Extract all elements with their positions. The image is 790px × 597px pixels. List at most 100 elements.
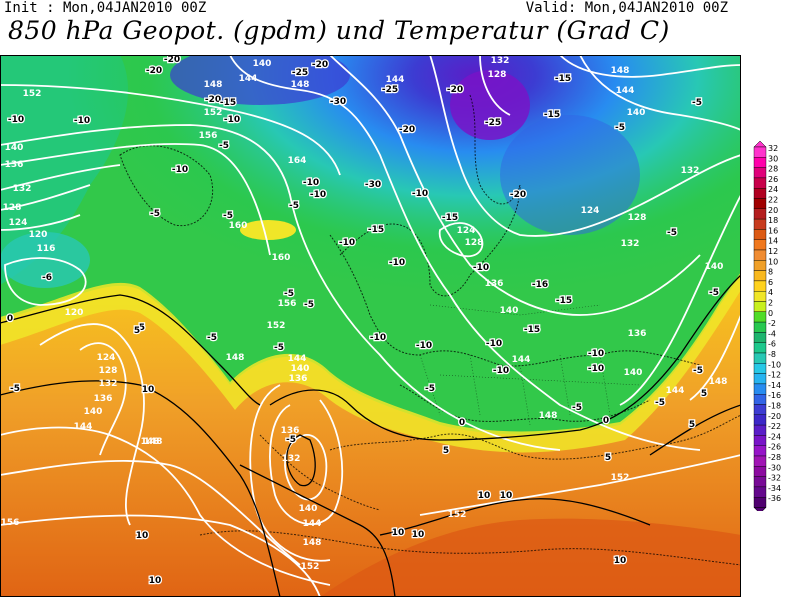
temperature-label: -10 [493, 366, 509, 376]
legend-swatch [753, 208, 767, 220]
temperature-label: -10 [588, 349, 604, 359]
legend-label: 14 [768, 237, 778, 246]
legend-swatch [753, 301, 767, 313]
geopotential-label: 148 [303, 538, 322, 548]
legend-swatch [753, 404, 767, 416]
geopotential-label: 128 [3, 203, 22, 213]
legend-swatch [753, 146, 767, 158]
temperature-label: 5 [134, 326, 140, 336]
legend-label: 0 [768, 309, 773, 318]
temperature-label: -5 [667, 228, 677, 238]
temperature-label: 5 [689, 420, 695, 430]
temperature-label: -20 [205, 95, 221, 105]
legend-label: -12 [768, 371, 781, 380]
geopotential-label: 144 [512, 355, 531, 365]
legend-label: -30 [768, 463, 781, 472]
init-time: Init : Mon,04JAN2010 00Z [4, 0, 207, 16]
geopotential-label: 136 [94, 394, 113, 404]
geopotential-label: 132 [621, 239, 640, 249]
temperature-label: 5 [701, 389, 707, 399]
temperature-label: 10 [142, 385, 155, 395]
temperature-label: 0 [603, 416, 609, 426]
legend-swatch [753, 393, 767, 405]
legend-label: -16 [768, 391, 781, 400]
temperature-label: -15 [555, 74, 571, 84]
temperature-label: -15 [442, 213, 458, 223]
geopotential-label: 124 [457, 226, 476, 236]
geopotential-label: 136 [485, 279, 504, 289]
temperature-label: -5 [572, 403, 582, 413]
legend-label: 4 [768, 288, 773, 297]
legend-swatch [753, 188, 767, 199]
temperature-label: -5 [207, 333, 217, 343]
legend-label: 26 [768, 175, 778, 184]
geopotential-label: 140 [5, 143, 24, 153]
geopotential-label: 128 [99, 366, 118, 376]
temperature-label: -5 [425, 384, 435, 394]
temperature-label: -15 [556, 296, 572, 306]
legend-swatch [753, 383, 767, 395]
legend-label: 32 [768, 144, 778, 153]
temperature-label: -10 [389, 258, 405, 268]
geopotential-label: 160 [229, 221, 248, 231]
geopotential-label: 128 [488, 70, 507, 80]
valid-time: Valid: Mon,04JAN2010 00Z [525, 0, 728, 16]
geopotential-label: 140 [500, 306, 519, 316]
temperature-label: -20 [399, 125, 415, 135]
legend-label: -24 [768, 432, 781, 441]
legend-label: 2 [768, 299, 773, 308]
geopotential-label: 148 [539, 411, 558, 421]
geopotential-label: 140 [253, 59, 272, 69]
geopotential-label: 140 [627, 108, 646, 118]
geopotential-label: 152 [267, 321, 286, 331]
temperature-label: -20 [164, 55, 180, 65]
legend-swatch [753, 270, 767, 282]
temperature-label: 5 [605, 453, 611, 463]
coastlines [119, 94, 741, 566]
temperature-label: -20 [146, 66, 162, 76]
geopotential-label: 144 [666, 386, 685, 396]
temperature-label: -20 [510, 190, 526, 200]
geopotential-label: 148 [709, 377, 728, 387]
temperature-label: 5 [443, 446, 449, 456]
geopotential-label: 140 [299, 504, 318, 514]
geopotential-label: 148 [204, 80, 223, 90]
temperature-label: -25 [292, 68, 308, 78]
legend-labels: 32302826242220181614121086420-2-4-6-8-10… [768, 144, 781, 503]
temperature-label: -15 [524, 325, 540, 335]
temperature-label: 10 [392, 528, 405, 538]
legend-label: -28 [768, 453, 781, 462]
temperature-label: -10 [486, 339, 502, 349]
legend-swatch [753, 157, 767, 168]
legend-swatch [753, 424, 767, 436]
legend-label: -4 [768, 329, 776, 338]
temperature-label: -10 [339, 238, 355, 248]
temperature-label: 10 [500, 491, 513, 501]
geopotential-label: 132 [13, 184, 32, 194]
geopotential-label: 136 [628, 329, 647, 339]
temperature-label: -10 [588, 364, 604, 374]
geopotential-label: 164 [288, 156, 307, 166]
geopotential-label: 152 [448, 510, 467, 520]
legend-label: 18 [768, 216, 778, 225]
temperature-label: -30 [330, 97, 346, 107]
temperature-label: -5 [284, 289, 294, 299]
temperature-label: -5 [10, 384, 20, 394]
legend-swatch [753, 239, 767, 251]
temperature-label: 10 [136, 531, 149, 541]
legend-swatch [753, 198, 767, 210]
temperature-label: -10 [370, 333, 386, 343]
legend-swatch [753, 497, 767, 508]
geopotential-label: 144 [74, 422, 93, 432]
temperature-label: 10 [614, 556, 627, 566]
legend-swatch [753, 486, 767, 498]
legend-swatch [753, 342, 767, 354]
legend-label: 20 [768, 206, 778, 215]
legend-label: -34 [768, 484, 781, 493]
cold-pool-east [500, 115, 640, 235]
color-legend: 32302826242220181614121086420-2-4-6-8-10… [753, 141, 781, 511]
legend-swatch [753, 363, 767, 374]
temperature-label: -5 [304, 300, 314, 310]
temperature-label: -25 [382, 85, 398, 95]
